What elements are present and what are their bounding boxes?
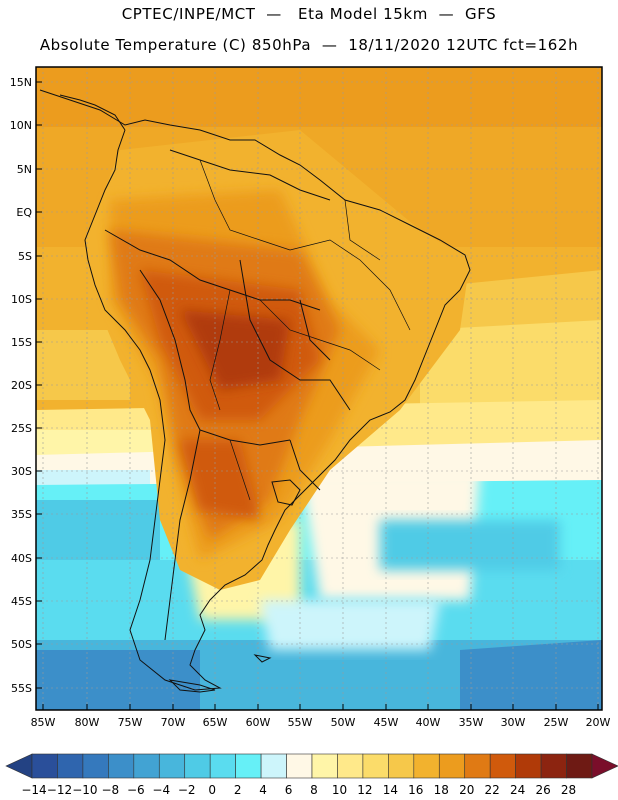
colorbar-swatch <box>133 753 160 779</box>
lat-label: 10N <box>10 119 32 132</box>
colorbar-swatch <box>184 753 211 779</box>
colorbar-swatch <box>388 753 415 779</box>
lat-label: 5S <box>18 250 32 263</box>
lon-label: 80W <box>75 716 100 729</box>
colorbar-swatch <box>438 753 466 779</box>
lon-label: 35W <box>459 716 484 729</box>
lat-label: 15N <box>10 76 32 89</box>
lat-label: 5N <box>17 163 32 176</box>
coastlines <box>39 89 471 693</box>
chart-title-line-1: CPTEC/INPE/MCT — Eta Model 15km — GFS <box>121 5 497 23</box>
lon-label: 40W <box>416 716 441 729</box>
colorbar-swatch <box>540 753 567 779</box>
colorbar-swatch <box>260 753 287 779</box>
colorbar-label: −2 <box>178 783 196 797</box>
colorbar-label: 16 <box>408 783 423 797</box>
lon-label: 60W <box>246 716 271 729</box>
colorbar-over-arrow <box>591 753 618 779</box>
lat-label: 55S <box>11 682 32 695</box>
lon-label: 70W <box>161 716 186 729</box>
colorbar-label: 2 <box>234 783 242 797</box>
colorbar-swatch <box>31 753 58 779</box>
colorbar-swatch <box>108 753 135 779</box>
lat-label: 20S <box>11 379 32 392</box>
colorbar-label: −4 <box>152 783 170 797</box>
lon-label: 20W <box>586 716 611 729</box>
lon-label: 75W <box>118 716 143 729</box>
lon-label: 45W <box>374 716 399 729</box>
longitude-labels: 85W 80W 75W 70W 65W 60W 55W 50W 45W 40W 35W 30W 25W 2… <box>31 704 611 729</box>
colorbar-label: −6 <box>127 783 145 797</box>
colorbar-label: 20 <box>459 783 474 797</box>
colorbar-swatch <box>489 753 516 779</box>
lon-label: 55W <box>288 716 313 729</box>
colorbar-swatch <box>515 753 542 779</box>
colorbar: −14 −12 −10 −8 −6 −4 −2 0 2 4 6 8 10 12 14 16 18 20 22 24 26… <box>5 753 618 797</box>
colorbar-label: 0 <box>208 783 216 797</box>
colorbar-swatch <box>413 753 440 779</box>
colorbar-swatch <box>311 753 338 779</box>
colorbar-swatch <box>464 753 491 779</box>
colorbar-label: 22 <box>485 783 500 797</box>
lat-label: 30S <box>11 465 32 478</box>
lat-label: EQ <box>16 206 32 219</box>
colorbar-label: 4 <box>259 783 267 797</box>
colorbar-under-arrow <box>5 753 33 779</box>
colorbar-label: 10 <box>332 783 347 797</box>
lon-label: 25W <box>544 716 569 729</box>
latitude-labels: 15N 10N 5N EQ 5S 10S 15S 20S 25S 30S 35S 40S 45S 50S 5… <box>10 76 42 695</box>
chart-title-line-2: Absolute Temperature (C) 850hPa — 18/11/… <box>39 36 579 54</box>
colorbar-label: −10 <box>72 783 97 797</box>
colorbar-swatch <box>286 753 313 779</box>
colorbar-swatch <box>82 753 109 779</box>
colorbar-label: 26 <box>535 783 550 797</box>
lat-label: 35S <box>11 508 32 521</box>
colorbar-label: 6 <box>285 783 293 797</box>
lat-label: 40S <box>11 552 32 565</box>
map-frame <box>35 66 603 711</box>
colorbar-label: −14 <box>21 783 46 797</box>
temperature-field <box>36 67 602 710</box>
lat-label: 25S <box>11 422 32 435</box>
colorbar-swatch <box>337 753 364 779</box>
colorbar-label: 14 <box>383 783 398 797</box>
colorbar-label: −8 <box>102 783 120 797</box>
colorbar-label: 8 <box>310 783 318 797</box>
lat-label: 45S <box>11 595 32 608</box>
lon-label: 30W <box>501 716 526 729</box>
colorbar-label: 28 <box>561 783 576 797</box>
colorbar-swatch <box>158 753 186 779</box>
colorbar-label: 24 <box>510 783 525 797</box>
colorbar-swatch <box>362 753 389 779</box>
lat-label: 10S <box>11 293 32 306</box>
lat-label: 15S <box>11 336 32 349</box>
colorbar-swatch <box>57 753 84 779</box>
colorbar-swatch <box>209 753 236 779</box>
colorbar-label: −12 <box>47 783 72 797</box>
lon-label: 65W <box>203 716 228 729</box>
lon-label: 85W <box>31 716 56 729</box>
lat-label: 50S <box>11 638 32 651</box>
colorbar-swatch <box>235 753 262 779</box>
lon-label: 50W <box>331 716 356 729</box>
colorbar-label: 18 <box>434 783 449 797</box>
colorbar-label: 12 <box>357 783 372 797</box>
colorbar-swatch <box>566 753 593 779</box>
